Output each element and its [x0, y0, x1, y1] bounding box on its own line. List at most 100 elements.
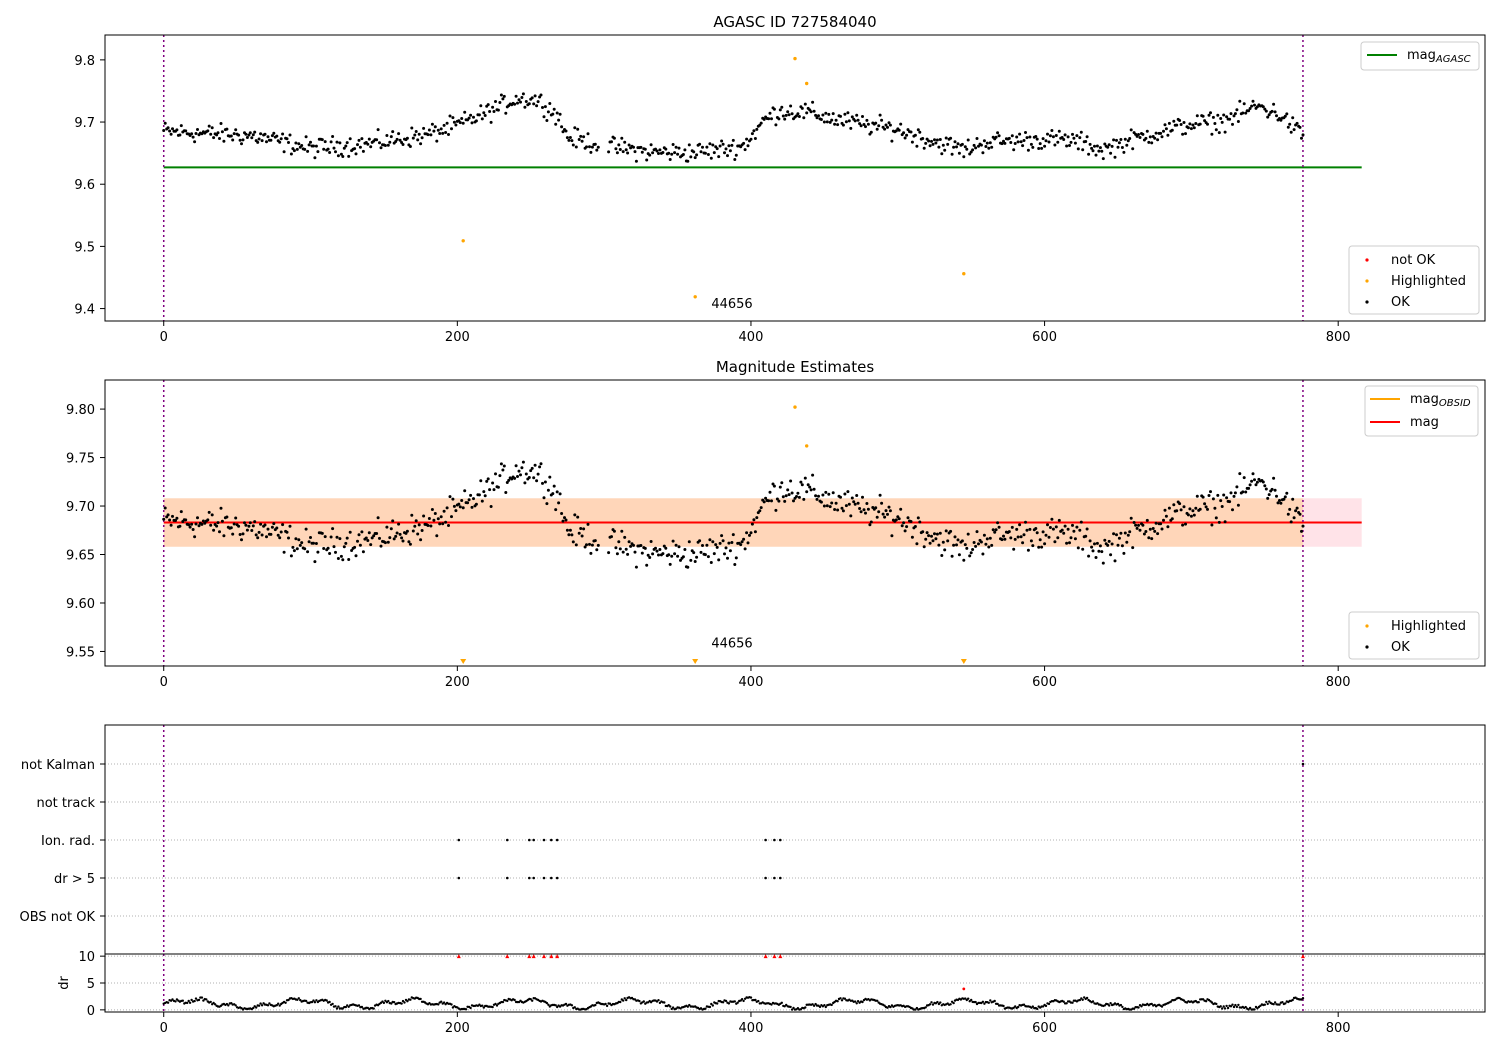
magnitude-ok-point	[874, 506, 878, 510]
agasc-ok-point	[1238, 99, 1242, 103]
magnitude-ok-point	[530, 466, 534, 470]
magnitude-ok-point	[1101, 561, 1105, 565]
agasc-ok-point	[921, 137, 925, 140]
ok-legend-label: OK	[1391, 295, 1410, 310]
magnitude-ok-point	[762, 500, 766, 504]
magnitude-ok-point	[201, 519, 205, 523]
agasc-ok-point	[225, 127, 229, 131]
magnitude-ok-point	[486, 477, 490, 481]
agasc-ok-point	[869, 130, 873, 134]
agasc-ok-point	[265, 140, 268, 144]
magnitude-ok-point	[686, 565, 690, 569]
magnitude-ok-point	[1194, 506, 1198, 510]
dr-not-ok-point	[962, 987, 966, 991]
magnitude-ok-point	[369, 543, 373, 547]
magnitude-ok-point	[858, 507, 862, 510]
dr-point	[202, 999, 205, 1002]
magnitude-ok-point	[1285, 491, 1289, 495]
magnitude-ok-point	[966, 532, 970, 536]
agasc-ok-point	[777, 117, 781, 121]
agasc-ok-point	[1266, 115, 1270, 119]
magnitude-ok-point	[265, 535, 268, 539]
magnitude-ok-point	[335, 535, 339, 539]
agasc-ok-point	[724, 147, 728, 151]
agasc-ok-point	[557, 118, 561, 122]
magnitude-ok-point	[1063, 524, 1067, 528]
dr-point	[1002, 1004, 1005, 1008]
magnitude-ok-point	[667, 553, 671, 557]
magnitude-ok-point	[617, 540, 621, 544]
magnitude-ok-point	[955, 543, 958, 547]
agasc-ok-point	[1289, 130, 1293, 134]
dr-point	[608, 1002, 612, 1005]
magnitude-ok-point	[1076, 546, 1080, 550]
magnitude-ok-point	[759, 506, 763, 510]
agasc-ok-point	[772, 107, 776, 111]
magnitude-ok-point	[1088, 539, 1092, 543]
magnitude-ok-point	[743, 547, 747, 551]
magnitude-ok-point	[695, 555, 699, 559]
magnitude-ok-point	[538, 465, 542, 469]
magnitude-ok-point	[1021, 541, 1025, 545]
agasc-ok-point	[1115, 138, 1118, 142]
flag-point	[779, 876, 782, 880]
magnitude-ok-point	[787, 493, 791, 497]
magnitude-ok-point	[890, 534, 894, 538]
magnitude-ok-point	[420, 529, 424, 532]
agasc-ok-point	[1188, 122, 1192, 126]
agasc-ok-point	[216, 131, 220, 135]
agasc-ok-point	[1131, 147, 1135, 151]
magnitude-ok-point	[1022, 533, 1026, 537]
dr-point	[981, 1000, 985, 1003]
dr-point	[1226, 1006, 1230, 1010]
dr-clipped-marker	[456, 954, 461, 959]
magnitude-ok-point	[539, 462, 543, 466]
magnitude-ok-point	[442, 509, 446, 513]
agasc-ok-point	[721, 142, 725, 146]
dr-ytick-label-1: 5	[87, 977, 95, 992]
agasc-ok-point	[229, 134, 233, 138]
magnitude-ok-point	[1126, 533, 1130, 537]
agasc-ok-point	[259, 132, 263, 136]
agasc-ok-point	[971, 148, 975, 152]
magnitude-ok-point	[1053, 540, 1057, 544]
agasc-ok-point	[695, 153, 699, 157]
agasc-ok-point	[454, 123, 458, 127]
agasc-ok-point	[809, 110, 813, 114]
magnitude-obsid-annotation: 44656	[711, 637, 752, 652]
magnitude-ytick-label-1: 9.60	[66, 597, 95, 612]
agasc-ok-point	[614, 147, 618, 151]
agasc-ok-point	[984, 145, 988, 148]
magnitude-ok-point	[1010, 525, 1014, 529]
magnitude-ok-point	[1273, 488, 1277, 492]
agasc-ok-point	[237, 133, 241, 137]
magnitude-ok-point	[1097, 549, 1101, 553]
magnitude-ok-point	[1189, 514, 1193, 518]
agasc-ok-point	[1026, 148, 1030, 152]
agasc-ok-point	[593, 142, 597, 146]
agasc-ok-point	[162, 129, 166, 132]
agasc-ok-point	[1229, 112, 1233, 116]
dr-point	[914, 1008, 917, 1011]
magnitude-ok-point	[573, 513, 577, 517]
agasc-ok-point	[698, 142, 702, 146]
magnitude-ok-point	[1188, 507, 1192, 511]
dr-point	[1272, 1003, 1275, 1006]
magnitude-ok-point	[162, 517, 166, 521]
agasc-ok-point	[1225, 115, 1229, 119]
magnitude-ok-point	[615, 552, 619, 556]
agasc-ok-point	[1041, 137, 1045, 141]
magnitude-ok-point	[654, 546, 657, 550]
agasc-ok-point	[846, 111, 850, 115]
agasc-ok-point	[234, 128, 238, 132]
flag-point	[550, 838, 553, 842]
agasc-ok-point	[1043, 144, 1047, 148]
agasc-ok-point	[516, 101, 519, 105]
magnitude-ok-point	[438, 522, 442, 526]
dr-xtick-label-200: 200	[445, 1021, 470, 1036]
magnitude-ok-point	[1298, 512, 1302, 516]
dr-point	[836, 1000, 839, 1003]
magnitude-ok-point	[1182, 505, 1186, 509]
dr-point	[727, 1002, 731, 1005]
agasc-ok-point	[805, 111, 809, 115]
